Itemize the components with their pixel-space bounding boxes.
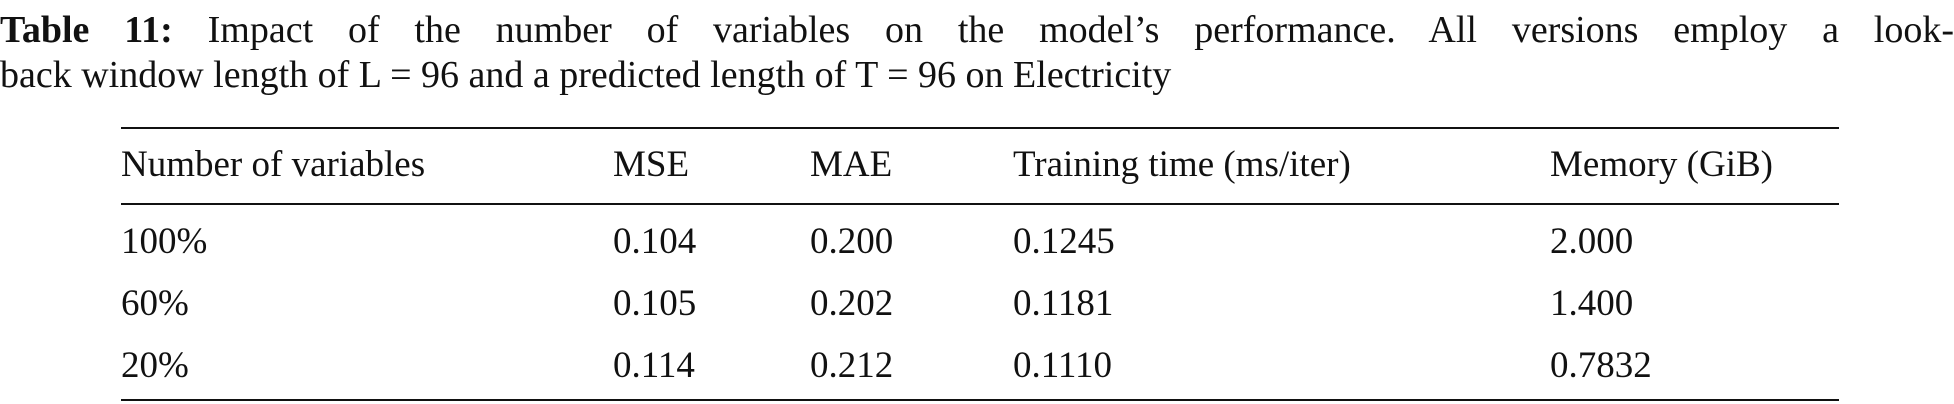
bottom-rule — [121, 399, 1839, 401]
header-cell: MAE — [810, 144, 893, 185]
caption-line: Table 11: Impact of the number of variab… — [0, 8, 1954, 52]
top-rule — [121, 127, 1839, 129]
header-cell: MSE — [613, 144, 690, 185]
header-cell: Number of variables — [121, 144, 426, 185]
caption-line: back window length of L = 96 and a predi… — [0, 54, 1172, 96]
table-cell: 100% — [121, 221, 208, 262]
table-cell: 0.1181 — [1013, 283, 1114, 324]
table-cell: 0.1245 — [1013, 221, 1115, 262]
header-cell: Training time (ms/iter) — [1013, 144, 1351, 185]
table-cell: 0.202 — [810, 283, 894, 324]
table-cell: 0.212 — [810, 345, 894, 386]
table-cell: 20% — [121, 345, 189, 386]
header-cell: Memory (GiB) — [1550, 144, 1773, 185]
table-cell: 0.200 — [810, 221, 894, 262]
table-cell: 0.104 — [613, 221, 697, 262]
mid-rule — [121, 203, 1839, 205]
caption-label: Table 11: — [0, 9, 173, 51]
table-cell: 0.114 — [613, 345, 695, 386]
table-cell: 60% — [121, 283, 189, 324]
table-cell: 0.1110 — [1013, 345, 1113, 386]
table-cell: 0.7832 — [1550, 345, 1652, 386]
caption-text: Impact of the number of variables on the… — [207, 9, 1954, 51]
table-cell: 2.000 — [1550, 221, 1634, 262]
table-cell: 1.400 — [1550, 283, 1634, 324]
table-cell: 0.105 — [613, 283, 697, 324]
